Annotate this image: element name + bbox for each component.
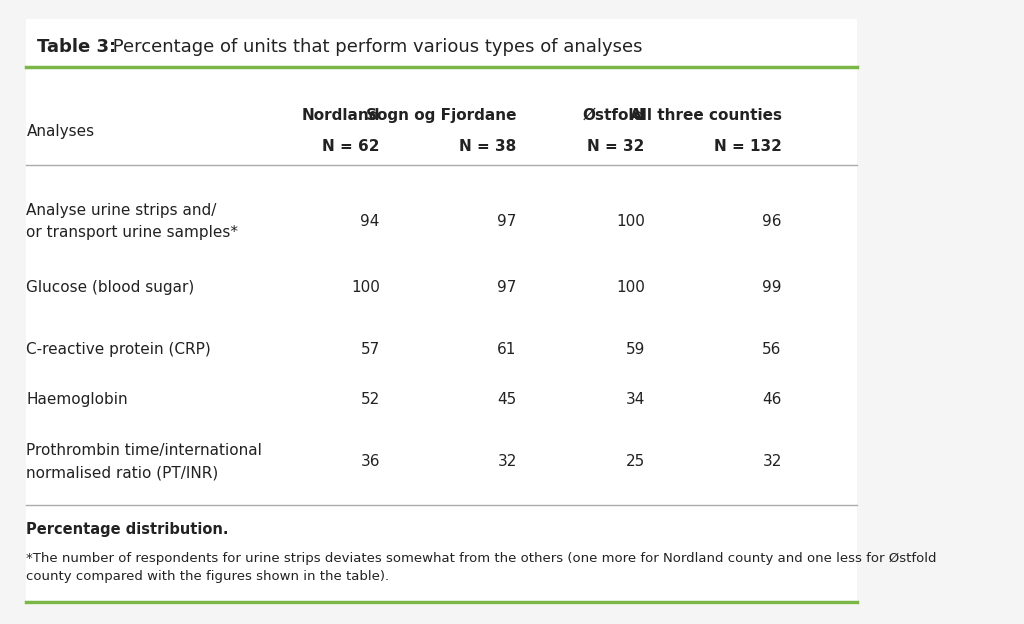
Text: Østfold: Østfold xyxy=(583,108,645,123)
Text: 100: 100 xyxy=(615,214,645,229)
Text: Table 3:: Table 3: xyxy=(37,38,116,56)
Text: 32: 32 xyxy=(498,454,517,469)
Text: 100: 100 xyxy=(351,280,380,295)
Text: 25: 25 xyxy=(626,454,645,469)
Text: 99: 99 xyxy=(762,280,781,295)
Text: *The number of respondents for urine strips deviates somewhat from the others (o: *The number of respondents for urine str… xyxy=(27,552,937,583)
Text: Percentage of units that perform various types of analyses: Percentage of units that perform various… xyxy=(106,38,642,56)
Text: Nordland: Nordland xyxy=(301,108,380,123)
Text: Analyse urine strips and/
or transport urine samples*: Analyse urine strips and/ or transport u… xyxy=(27,203,239,240)
Text: 97: 97 xyxy=(498,214,517,229)
Text: 59: 59 xyxy=(626,342,645,357)
Text: N = 62: N = 62 xyxy=(323,139,380,154)
Text: 52: 52 xyxy=(360,392,380,407)
Text: 45: 45 xyxy=(498,392,517,407)
Text: N = 32: N = 32 xyxy=(588,139,645,154)
Text: 57: 57 xyxy=(360,342,380,357)
Text: 97: 97 xyxy=(498,280,517,295)
Text: N = 38: N = 38 xyxy=(460,139,517,154)
Text: 100: 100 xyxy=(615,280,645,295)
Text: 94: 94 xyxy=(360,214,380,229)
Text: 32: 32 xyxy=(762,454,781,469)
FancyBboxPatch shape xyxy=(27,19,857,605)
Text: Sogn og Fjordane: Sogn og Fjordane xyxy=(367,108,517,123)
Text: 96: 96 xyxy=(762,214,781,229)
Text: 56: 56 xyxy=(762,342,781,357)
Text: 46: 46 xyxy=(762,392,781,407)
Text: 34: 34 xyxy=(626,392,645,407)
Text: N = 132: N = 132 xyxy=(714,139,781,154)
Text: Prothrombin time/international
normalised ratio (PT/INR): Prothrombin time/international normalise… xyxy=(27,443,262,480)
Text: Glucose (blood sugar): Glucose (blood sugar) xyxy=(27,280,195,295)
Text: C-reactive protein (CRP): C-reactive protein (CRP) xyxy=(27,342,211,357)
Text: Haemoglobin: Haemoglobin xyxy=(27,392,128,407)
Text: 36: 36 xyxy=(360,454,380,469)
Text: Analyses: Analyses xyxy=(27,124,94,139)
Text: All three counties: All three counties xyxy=(630,108,781,123)
Text: Percentage distribution.: Percentage distribution. xyxy=(27,522,229,537)
Text: 61: 61 xyxy=(498,342,517,357)
